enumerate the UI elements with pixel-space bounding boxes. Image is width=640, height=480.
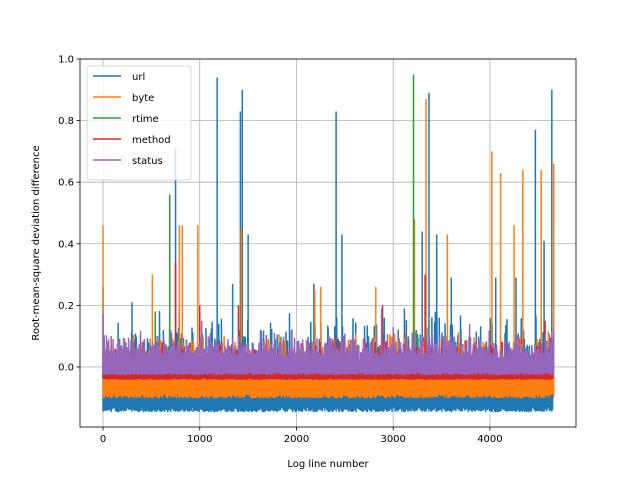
legend-label-status: status (132, 156, 163, 167)
ticks: 0 1000 2000 3000 4000 0.0 0.2 0.4 0.6 0.8 1.0 (58, 55, 503, 446)
y-axis-label: Root-mean-square deviation difference (31, 145, 42, 340)
y-tick-label: 0.0 (58, 362, 74, 373)
x-tick-label: 4000 (477, 434, 502, 445)
legend-label-method: method (132, 135, 171, 146)
legend: url byte rtime method status (86, 65, 192, 181)
y-tick-label: 1.0 (58, 55, 74, 66)
plot-frame (79, 58, 577, 428)
x-tick-label: 0 (100, 434, 106, 445)
legend-label-url: url (132, 72, 145, 83)
y-tick-label: 0.2 (58, 301, 74, 312)
series-group (102, 74, 555, 413)
y-tick-label: 0.8 (58, 116, 74, 127)
y-tick-label: 0.4 (58, 239, 74, 250)
legend-label-byte: byte (132, 93, 154, 104)
legend-label-rtime: rtime (132, 114, 159, 125)
y-tick-label: 0.6 (58, 178, 74, 189)
x-tick-label: 1000 (187, 434, 212, 445)
series-line-status (102, 308, 555, 376)
x-tick-label: 2000 (284, 434, 309, 445)
x-tick-label: 3000 (380, 434, 405, 445)
x-axis-label: Log line number (287, 459, 369, 470)
legend-box (86, 65, 192, 181)
